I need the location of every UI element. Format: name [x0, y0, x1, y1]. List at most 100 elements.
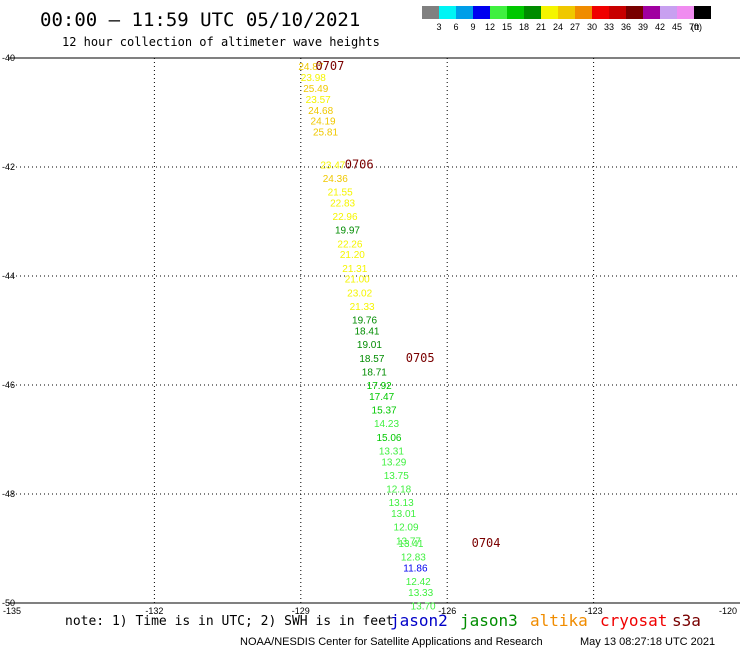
wave-height-point: 24.87 [298, 62, 323, 73]
colorbar-label: 42 [655, 22, 665, 32]
y-tick-label: -42 [2, 162, 15, 172]
wave-height-point: 12.09 [394, 523, 419, 534]
colorbar-label: 39 [638, 22, 648, 32]
colorbar-swatch [490, 6, 507, 19]
hour-label: 0705 [406, 351, 435, 365]
colorbar-label: 18 [519, 22, 529, 32]
wave-height-point: 23.98 [301, 73, 326, 84]
wave-height-point: 15.37 [372, 406, 397, 417]
wave-height-point: 13.31 [379, 446, 404, 457]
y-tick-label: -46 [2, 380, 15, 390]
x-tick-label: -135 [3, 606, 21, 616]
x-tick-label: -123 [585, 606, 603, 616]
satellite-legend-item: jason2 [390, 611, 448, 630]
y-tick-label: -44 [2, 271, 15, 281]
hour-label: 0704 [472, 536, 501, 550]
colorbar-swatch [677, 6, 694, 19]
wave-height-point: 18.57 [359, 354, 384, 365]
wave-height-point: 25.49 [303, 84, 328, 95]
x-tick-label: -126 [438, 606, 456, 616]
page-subtitle: 12 hour collection of altimeter wave hei… [62, 35, 380, 49]
wave-height-point: 12.83 [401, 553, 426, 564]
footer-timestamp: May 13 08:27:18 UTC 2021 [580, 636, 715, 648]
colorbar-swatch [507, 6, 524, 19]
page-title: 00:00 – 11:59 UTC 05/10/2021 [40, 9, 360, 31]
wave-height-point: 13.29 [381, 457, 406, 468]
colorbar-label: 30 [587, 22, 597, 32]
satellite-legend-item: altika [530, 611, 588, 630]
colorbar-label: 33 [604, 22, 614, 32]
wave-height-point: 19.97 [335, 226, 360, 237]
wave-height-point: 17.47 [369, 392, 394, 403]
colorbar-label: 36 [621, 22, 631, 32]
y-tick-label: -48 [2, 489, 15, 499]
wave-height-point: 18.41 [354, 327, 379, 338]
colorbar-swatch [694, 6, 711, 19]
satellite-legend: jason2 jason3 altika cryosat s3a [390, 611, 701, 630]
x-tick-label: -132 [145, 606, 163, 616]
colorbar-swatch [575, 6, 592, 19]
wave-height-point: 21.31 [342, 264, 367, 275]
wave-height-point: 25.81 [313, 128, 338, 139]
colorbar-label: 12 [485, 22, 495, 32]
wave-height-point: 21.00 [345, 275, 370, 286]
wave-height-point: 24.68 [308, 106, 333, 117]
map-grid [8, 58, 740, 603]
colorbar: 3 6 9 12 15 18 21 24 27 30 33 36 39 42 45 70 [422, 6, 711, 32]
footer-credit: NOAA/NESDIS Center for Satellite Applica… [240, 636, 543, 648]
colorbar-swatch [643, 6, 660, 19]
colorbar-label: 24 [553, 22, 563, 32]
colorbar-swatch [456, 6, 473, 19]
wave-height-point: 13.75 [384, 471, 409, 482]
hour-label: 0706 [345, 157, 374, 171]
colorbar-swatch [558, 6, 575, 19]
wave-height-point: 19.01 [357, 340, 382, 351]
colorbar-swatch [592, 6, 609, 19]
colorbar-swatch [439, 6, 456, 19]
colorbar-swatch [524, 6, 541, 19]
wave-height-point: 17.92 [367, 381, 392, 392]
wave-height-point: 23.02 [347, 288, 372, 299]
wave-height-point: 13.33 [408, 588, 433, 599]
colorbar-swatch [609, 6, 626, 19]
wave-height-point: 19.76 [352, 316, 377, 327]
colorbar-swatch [473, 6, 490, 19]
wave-height-point: 18.71 [362, 367, 387, 378]
colorbar-label: 15 [502, 22, 512, 32]
colorbar-label: 3 [436, 22, 441, 32]
wave-height-point: 15.06 [376, 433, 401, 444]
wave-height-point: 22.83 [330, 198, 355, 209]
wave-height-point: 22.96 [333, 212, 358, 223]
wave-height-point: 22.26 [337, 239, 362, 250]
wave-height-point: 13.41 [398, 539, 423, 550]
x-tick-label: -120 [719, 606, 737, 616]
colorbar-label: 6 [453, 22, 458, 32]
colorbar-label: 70 [689, 22, 699, 32]
wave-height-point: 23.57 [306, 95, 331, 106]
wave-height-point: 14.23 [374, 419, 399, 430]
wave-height-point: 21.20 [340, 250, 365, 261]
colorbar-swatch [541, 6, 558, 19]
footer-note: note: 1) Time is in UTC; 2) SWH is in fe… [65, 614, 394, 629]
wave-height-point: 21.33 [350, 302, 375, 313]
wave-height-point: 12.18 [386, 485, 411, 496]
hour-labels: 0707 0706 0705 0704 [315, 59, 500, 550]
wave-height-point: 13.70 [411, 602, 436, 613]
wave-height-point: 13.77 [396, 536, 421, 547]
wave-height-point: 21.55 [328, 188, 353, 199]
wave-height-point: 11.86 [403, 564, 428, 575]
colorbar-unit: (ft) [691, 22, 702, 32]
colorbar-swatch [626, 6, 643, 19]
wave-height-point: 24.36 [323, 174, 348, 185]
axis-ticks: -135 -132 -129 -126 -123 -120 -40 -42 -44 -46 -48 -… [2, 53, 737, 616]
colorbar-label: 9 [470, 22, 475, 32]
satellite-legend-item: cryosat [600, 611, 667, 630]
wave-height-point: 13.01 [391, 509, 416, 520]
wave-height-point: 23.47 [320, 160, 345, 171]
x-tick-label: -129 [292, 606, 310, 616]
satellite-legend-item: s3a [672, 611, 701, 630]
colorbar-label: 21 [536, 22, 546, 32]
hour-label: 0707 [315, 59, 344, 73]
